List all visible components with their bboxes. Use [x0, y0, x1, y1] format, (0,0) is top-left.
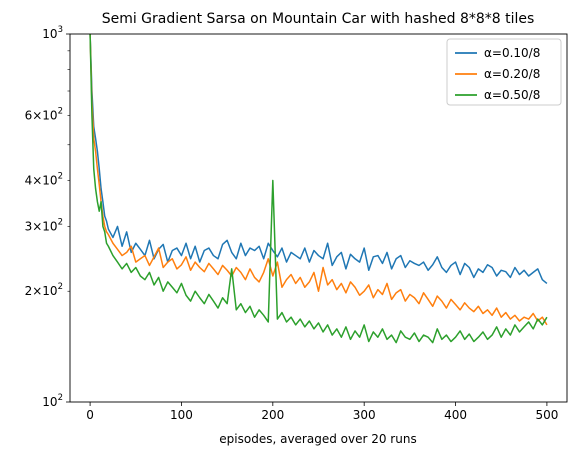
y-major-tick-label: 102 — [42, 393, 63, 409]
x-tick-label: 100 — [170, 408, 193, 422]
series-line-1 — [89, 33, 548, 326]
y-minor-tick-label: 6×102 — [25, 107, 63, 123]
series-line-2 — [89, 33, 548, 344]
x-tick-label: 300 — [353, 408, 376, 422]
series-line-0 — [89, 33, 548, 284]
x-tick-label: 500 — [535, 408, 558, 422]
x-tick-label: 200 — [261, 408, 284, 422]
plot-area — [69, 33, 568, 403]
x-axis-label: episodes, averaged over 20 runs — [219, 432, 416, 446]
x-axis: 0 100 200 300 400 500 — [86, 402, 558, 422]
series-layer — [89, 33, 548, 344]
y-axis: 102 103 2×102 3×102 4×102 6×102 — [25, 25, 70, 409]
legend-box — [446, 38, 562, 106]
x-tick-label: 0 — [86, 408, 94, 422]
legend: α=0.10/8 α=0.20/8 α=0.50/8 — [446, 38, 562, 106]
y-minor-tick-label: 2×102 — [25, 282, 63, 298]
legend-label: α=0.50/8 — [484, 88, 540, 102]
y-major-tick-label: 103 — [42, 25, 63, 41]
plot-frame — [69, 33, 568, 403]
y-minor-tick-label: 4×102 — [25, 171, 63, 187]
x-tick-label: 400 — [444, 408, 467, 422]
chart-title: Semi Gradient Sarsa on Mountain Car with… — [102, 11, 535, 27]
y-minor-tick-label: 3×102 — [25, 217, 63, 233]
legend-label: α=0.20/8 — [484, 67, 540, 81]
legend-label: α=0.10/8 — [484, 46, 540, 60]
